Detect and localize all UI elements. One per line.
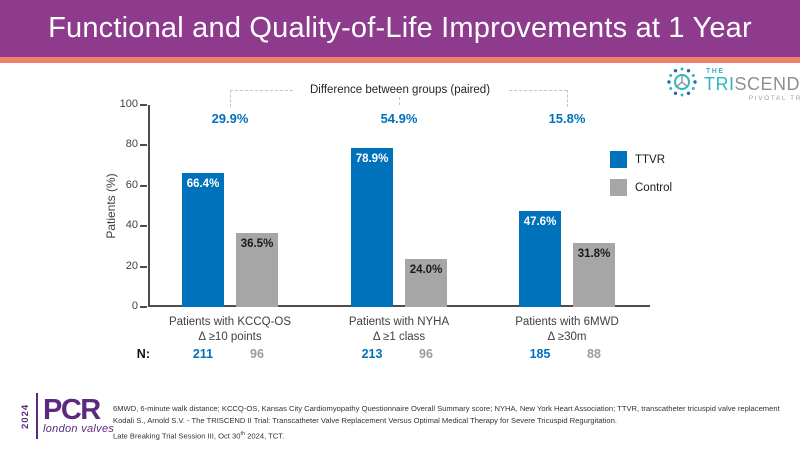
diff-value: 29.9% xyxy=(211,111,249,126)
bar-control-group3: 31.8% xyxy=(573,242,615,307)
pcr-text: PCR london valves xyxy=(43,391,114,441)
x-category-line1: Patients with KCCQ-OS xyxy=(168,316,292,328)
pcr-year: 2024 xyxy=(20,403,31,429)
bar-value-label: 31.8% xyxy=(577,247,611,260)
y-tick-label: 20 xyxy=(125,259,138,272)
bar-control-group1: 36.5% xyxy=(236,233,278,307)
triscend-name: TRISCEND II xyxy=(704,73,800,94)
x-category-line2: Δ ≥30m xyxy=(547,330,587,343)
y-tick-mark xyxy=(140,265,147,268)
legend-item-ttvr: TTVR xyxy=(610,151,672,168)
bar-ttvr-group3: 47.6% xyxy=(519,210,561,307)
footnote-session: Late Breaking Trial Session III, Oct 30t… xyxy=(113,430,285,441)
plot-area xyxy=(148,105,650,307)
x-category-label: Patients with NYHA Δ ≥1 class xyxy=(304,315,494,344)
y-tick-label: 0 xyxy=(131,300,138,312)
triscend-logo: THE TRISCEND II PIVOTAL TRIAL xyxy=(663,62,800,107)
chart-title: Difference between groups (paired) xyxy=(293,84,507,96)
triscend-subtitle: PIVOTAL TRIAL xyxy=(748,94,800,102)
pcr-divider xyxy=(36,393,38,439)
x-category-label: Patients with 6MWD Δ ≥30m xyxy=(472,315,662,344)
n-value: 96 xyxy=(250,347,264,361)
y-tick-label: 60 xyxy=(125,178,138,191)
y-tick-mark xyxy=(140,104,147,106)
pcr-tagline: london valves xyxy=(43,423,115,435)
accent-strip xyxy=(0,57,800,63)
triscend-logo-text: THE TRISCEND II PIVOTAL TRIAL xyxy=(704,68,800,102)
n-value: 96 xyxy=(419,347,433,361)
y-tick-mark xyxy=(140,144,147,147)
n-value: 213 xyxy=(361,347,383,361)
triscend-name-scend: SCEND II xyxy=(734,73,800,94)
x-category-line1: Patients with 6MWD xyxy=(515,316,619,328)
y-tick-mark xyxy=(140,306,147,308)
legend-label-control: Control xyxy=(635,181,673,194)
footnotes: 6MWD, 6-minute walk distance; KCCQ-OS, K… xyxy=(113,403,793,442)
legend: TTVR Control xyxy=(610,151,672,196)
footnote-citation: Kodali S., Arnold S.V. - The TRISCEND II… xyxy=(113,416,617,426)
bar-value-label: 47.6% xyxy=(523,215,557,228)
triscend-the: THE xyxy=(706,67,725,75)
legend-swatch-control xyxy=(610,179,627,196)
legend-swatch-ttvr xyxy=(610,151,627,168)
n-value: 211 xyxy=(192,347,214,361)
triscend-name-tri: TRI xyxy=(704,73,735,94)
footnote-abbreviations: 6MWD, 6-minute walk distance; KCCQ-OS, K… xyxy=(113,404,780,413)
x-category-line1: Patients with NYHA xyxy=(348,316,450,328)
bar-ttvr-group1: 66.4% xyxy=(182,172,224,307)
bar-value-label: 24.0% xyxy=(409,263,443,276)
y-tick-label: 100 xyxy=(119,98,138,110)
n-value: 88 xyxy=(587,347,601,361)
bar-value-label: 78.9% xyxy=(355,152,389,165)
y-tick-mark xyxy=(140,225,147,228)
bar-control-group2: 24.0% xyxy=(405,258,447,307)
y-tick-label: 40 xyxy=(125,219,138,232)
diff-value: 15.8% xyxy=(548,111,586,126)
n-value: 185 xyxy=(529,347,551,361)
y-tick-mark xyxy=(140,184,147,187)
x-category-line2: Δ ≥1 class xyxy=(372,330,426,343)
pcr-logo: 2024 PCR london valves xyxy=(20,391,114,441)
x-category-line2: Δ ≥10 points xyxy=(198,330,262,343)
x-category-label: Patients with KCCQ-OS Δ ≥10 points xyxy=(135,315,325,344)
bracket-tick xyxy=(230,90,231,107)
bar-ttvr-group2: 78.9% xyxy=(351,147,393,307)
bracket-tick xyxy=(567,90,568,107)
header-bar: Functional and Quality-of-Life Improveme… xyxy=(0,0,800,57)
n-row-label: N: xyxy=(136,347,150,361)
bar-value-label: 36.5% xyxy=(240,238,274,251)
legend-label-ttvr: TTVR xyxy=(635,153,666,166)
bracket-tick xyxy=(399,97,400,105)
pcr-name: PCR xyxy=(43,394,101,426)
y-tick-label: 80 xyxy=(125,138,138,151)
slide-title: Functional and Quality-of-Life Improveme… xyxy=(48,12,752,44)
legend-item-control: Control xyxy=(610,179,672,196)
diff-value: 54.9% xyxy=(380,111,418,126)
bar-value-label: 66.4% xyxy=(186,177,220,190)
triscend-logo-icon xyxy=(663,62,701,107)
